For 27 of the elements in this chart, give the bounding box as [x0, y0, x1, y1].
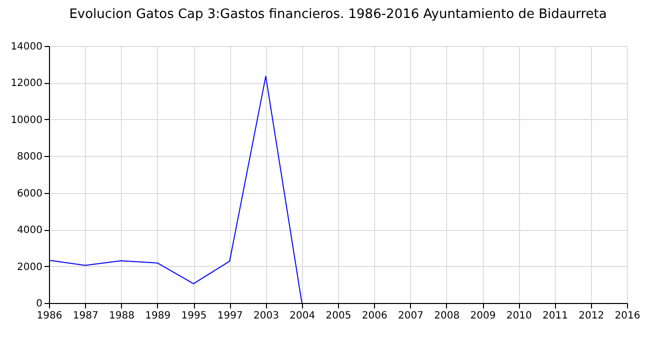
y-tick-label: 14000	[10, 42, 42, 52]
x-tick-label: 1988	[109, 310, 134, 322]
x-tick-label: 2006	[362, 310, 388, 322]
x-tick-label: 1989	[145, 310, 171, 322]
x-tick-label: 1987	[72, 310, 98, 322]
chart-title: Evolucion Gatos Cap 3:Gastos financieros. 1986-2016 Ayuntamiento de Bidaurreta	[69, 7, 607, 22]
x-tick-label: 1986	[36, 310, 62, 322]
y-tick-label: 8000	[17, 152, 42, 163]
x-tick-label: 2016	[614, 310, 640, 322]
y-tick-label: 10000	[10, 114, 42, 126]
y-tick-label: 12000	[10, 78, 42, 90]
x-tick-label: 2011	[542, 310, 568, 322]
y-tick-label: 0	[36, 298, 42, 310]
x-tick-label: 1997	[217, 310, 243, 322]
x-tick-label: 2004	[290, 310, 316, 322]
x-tick-label: 2005	[326, 310, 352, 322]
y-tick-label: 4000	[17, 225, 42, 236]
x-tick-label: 2012	[578, 310, 604, 322]
x-tick-label: 2009	[470, 310, 496, 322]
x-tick-label: 2008	[434, 310, 460, 322]
x-tick-label: 2010	[506, 310, 532, 322]
x-tick-label: 2007	[398, 310, 424, 322]
line-series	[48, 76, 302, 304]
x-tick-label: 2003	[254, 310, 279, 322]
y-tick-label: 2000	[17, 262, 42, 273]
x-tick-label: 1995	[181, 310, 207, 322]
y-tick-label: 6000	[17, 188, 42, 200]
